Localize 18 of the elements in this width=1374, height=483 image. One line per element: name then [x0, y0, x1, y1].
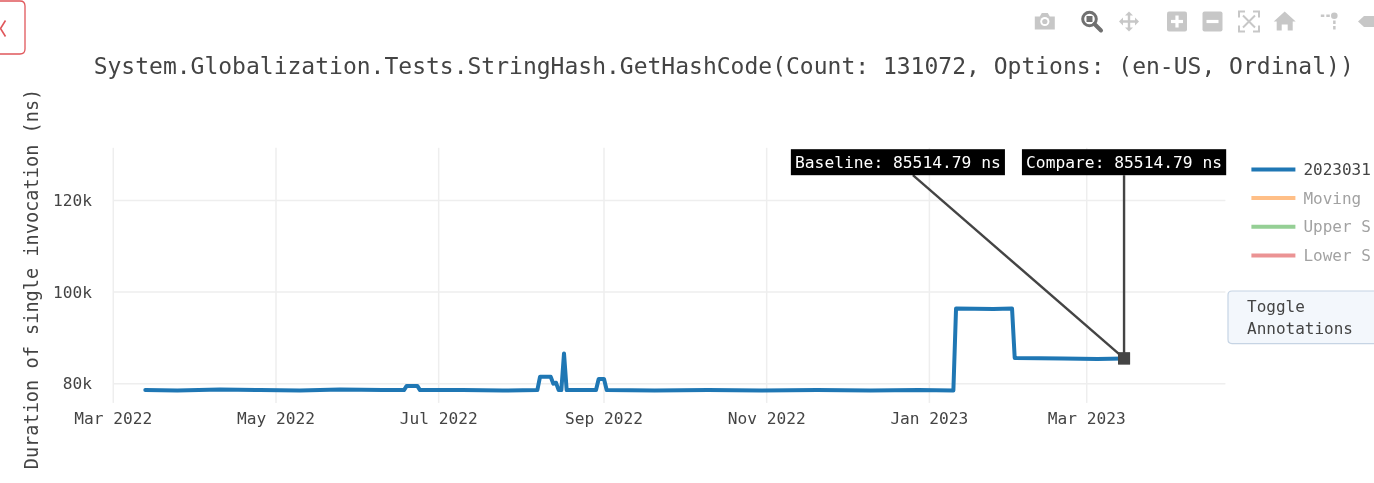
x-tick-label: Mar 2022	[74, 408, 153, 428]
x-tick-label: Jul 2022	[399, 408, 478, 428]
x-tick-label: Sep 2022	[565, 408, 643, 428]
y-tick-label: 120k	[53, 190, 93, 210]
x-tick-label: Mar 2023	[1047, 408, 1126, 428]
annotation: Compare: 85514.79 ns	[1026, 153, 1223, 173]
legend-label: Moving	[1303, 188, 1362, 208]
y-axis-title: Duration of single invocation (ns)	[21, 88, 42, 470]
y-tick-label: 80k	[62, 374, 93, 394]
text: Toggle Annotations	[1247, 296, 1353, 338]
legend-label: Upper S	[1303, 217, 1371, 237]
legend-label: 2023031	[1303, 159, 1371, 179]
y-tick-label: 100k	[53, 282, 93, 302]
chart-title: System.Globalization.Tests.StringHash.GetHashCode(Count: 131072, Options: (en-US, Ordinal))	[93, 53, 1354, 79]
legend-label: Lower S	[1303, 246, 1371, 265]
x-tick-label: Jan 2023	[890, 408, 969, 428]
x-tick-label: May 2022	[237, 408, 315, 428]
x-tick-label: Nov 2022	[727, 408, 806, 428]
